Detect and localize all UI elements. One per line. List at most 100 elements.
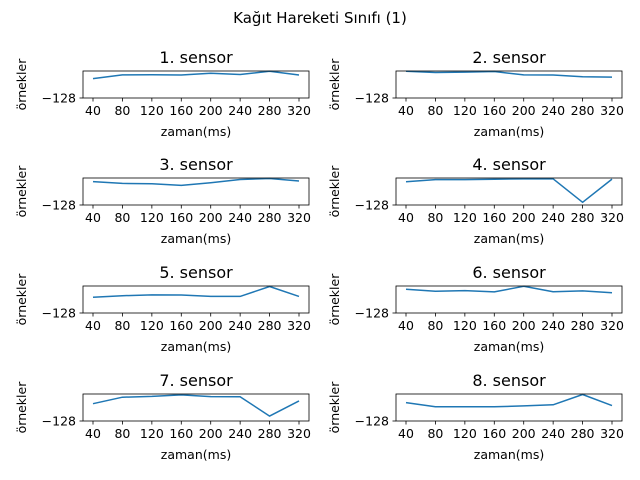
y-tick-label: −128 — [355, 414, 389, 429]
data-point — [269, 415, 271, 417]
axes-frame — [82, 177, 310, 206]
x-tick-label: 240 — [228, 103, 252, 118]
axes-frame — [82, 70, 310, 99]
y-axis-label: örnekler — [327, 58, 342, 111]
data-point — [122, 396, 124, 398]
x-tick-label: 200 — [199, 210, 223, 225]
data-point — [611, 76, 613, 78]
x-tick-label: 120 — [453, 210, 477, 225]
data-point — [405, 181, 407, 183]
x-tick-label: 120 — [453, 318, 477, 333]
data-point — [181, 294, 183, 296]
axes-frame — [82, 285, 310, 314]
data-point — [494, 178, 496, 180]
data-point — [239, 396, 241, 398]
data-point — [464, 406, 466, 408]
x-axis-label: zaman(ms) — [161, 231, 231, 246]
x-tick-label: 80 — [114, 426, 130, 441]
sensor-panel-5: 5. sensor 40 80 120 160 200 240 280 320 −128 zaman… — [14, 263, 311, 354]
x-tick-label: 320 — [287, 103, 311, 118]
x-tick-label: 320 — [600, 426, 624, 441]
x-tick-label: 320 — [287, 210, 311, 225]
x-tick-label: 280 — [571, 426, 595, 441]
y-axis-label: örnekler — [327, 381, 342, 434]
sensor-panel-7: 7. sensor 40 80 120 160 200 240 280 320 −128 zaman… — [14, 371, 311, 462]
data-point — [494, 406, 496, 408]
data-point — [210, 72, 212, 74]
x-tick-label: 40 — [398, 318, 414, 333]
sensor-panel-1: 1. sensor 40 80 120 160 200 240 280 320 −128 zaman… — [14, 48, 311, 139]
y-axis-label: örnekler — [14, 165, 29, 218]
x-tick-label: 280 — [258, 103, 282, 118]
data-point — [239, 179, 241, 181]
panel-title: 2. sensor — [472, 48, 546, 67]
x-tick-label: 80 — [114, 103, 130, 118]
data-point — [611, 178, 613, 180]
y-tick-label: −128 — [355, 91, 389, 106]
y-axis-label: örnekler — [14, 58, 29, 111]
panel-title: 1. sensor — [159, 48, 233, 67]
x-tick-label: 240 — [228, 210, 252, 225]
series-line — [92, 394, 300, 417]
y-tick-label: −128 — [42, 198, 76, 213]
sensor-panel-3: 3. sensor 40 80 120 160 200 240 280 320 −128 zaman… — [14, 155, 311, 246]
y-axis-label: örnekler — [327, 273, 342, 326]
y-axis-label: örnekler — [327, 165, 342, 218]
x-tick-label: 280 — [571, 210, 595, 225]
panel-title: 8. sensor — [472, 371, 546, 390]
x-tick-label: 40 — [398, 426, 414, 441]
x-tick-label: 80 — [427, 318, 443, 333]
x-tick-label: 320 — [600, 103, 624, 118]
x-tick-label: 80 — [114, 318, 130, 333]
x-tick-label: 160 — [482, 318, 506, 333]
x-tick-label: 120 — [140, 103, 164, 118]
y-tick-label: −128 — [355, 306, 389, 321]
data-point — [582, 290, 584, 292]
data-point — [151, 183, 153, 185]
data-point — [239, 296, 241, 298]
x-axis-label: zaman(ms) — [161, 124, 231, 139]
x-tick-label: 200 — [512, 426, 536, 441]
data-point — [435, 179, 437, 181]
data-point — [552, 74, 554, 76]
x-tick-label: 40 — [85, 210, 101, 225]
x-tick-label: 200 — [512, 210, 536, 225]
data-point — [181, 185, 183, 187]
data-point — [122, 183, 124, 185]
x-tick-label: 200 — [199, 103, 223, 118]
y-axis-label: örnekler — [14, 273, 29, 326]
x-tick-label: 200 — [199, 426, 223, 441]
data-point — [298, 180, 300, 182]
data-point — [405, 402, 407, 404]
x-tick-label: 160 — [169, 318, 193, 333]
data-point — [298, 296, 300, 298]
x-tick-label: 280 — [258, 426, 282, 441]
panel-title: 5. sensor — [159, 263, 233, 282]
x-tick-label: 160 — [169, 210, 193, 225]
series-line — [405, 285, 613, 294]
panel-title: 7. sensor — [159, 371, 233, 390]
axes-frame — [82, 393, 310, 422]
x-tick-label: 80 — [427, 210, 443, 225]
x-tick-label: 160 — [169, 103, 193, 118]
x-tick-label: 240 — [228, 426, 252, 441]
data-point — [151, 294, 153, 296]
data-point — [464, 71, 466, 73]
series-line — [92, 70, 300, 80]
panel-title: 6. sensor — [472, 263, 546, 282]
data-point — [552, 404, 554, 406]
x-tick-label: 240 — [541, 318, 565, 333]
axes-frame — [395, 177, 623, 206]
x-tick-label: 120 — [453, 426, 477, 441]
x-axis-label: zaman(ms) — [474, 447, 544, 462]
x-tick-label: 160 — [482, 103, 506, 118]
y-tick-label: −128 — [42, 414, 76, 429]
x-tick-label: 40 — [85, 103, 101, 118]
x-tick-label: 120 — [140, 210, 164, 225]
x-tick-label: 200 — [512, 318, 536, 333]
y-tick-label: −128 — [355, 198, 389, 213]
data-point — [151, 396, 153, 398]
data-point — [435, 291, 437, 293]
data-point — [523, 405, 525, 407]
